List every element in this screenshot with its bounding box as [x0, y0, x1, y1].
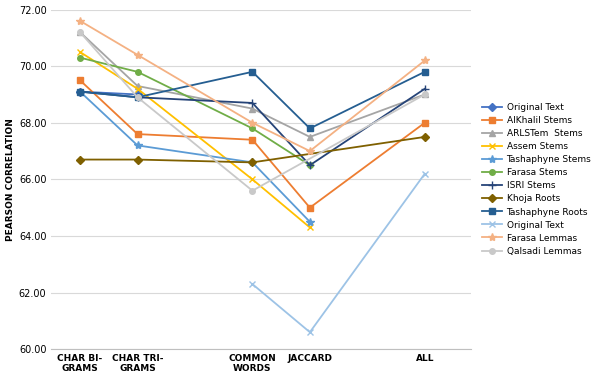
Farasa Lemmas [249, 121, 256, 125]
ARLSTem  Stems [421, 92, 428, 97]
Y-axis label: PEARSON CORRELATION: PEARSON CORRELATION [5, 118, 14, 241]
Farasa Lemmas [76, 19, 83, 23]
Farasa Stems [249, 126, 256, 131]
Assem Stems [134, 86, 141, 91]
Qalsadi Lemmas [249, 188, 256, 193]
Farasa Stems [134, 70, 141, 74]
Original Text [421, 171, 428, 176]
Tashaphyne Roots [134, 95, 141, 100]
AlKhalil Stems [134, 132, 141, 136]
Line: Tashaphyne Roots: Tashaphyne Roots [77, 69, 428, 131]
Line: ARLSTem  Stems: ARLSTem Stems [77, 29, 428, 140]
Farasa Lemmas [134, 53, 141, 57]
Original Text [134, 92, 141, 97]
Line: Tashaphyne Stems: Tashaphyne Stems [76, 88, 314, 226]
Khoja Roots [249, 160, 256, 164]
Assem Stems [76, 50, 83, 54]
AlKhalil Stems [306, 205, 313, 210]
ISRI Stems [249, 101, 256, 105]
Line: Original Text: Original Text [77, 89, 140, 97]
ISRI Stems [76, 89, 83, 94]
Tashaphyne Stems [249, 160, 256, 164]
Line: Original Text: Original Text [249, 170, 428, 336]
ISRI Stems [134, 95, 141, 100]
ISRI Stems [306, 163, 313, 168]
Line: Farasa Stems: Farasa Stems [77, 55, 313, 168]
Original Text [249, 282, 256, 287]
Farasa Stems [76, 55, 83, 60]
Tashaphyne Stems [306, 219, 313, 224]
Line: Farasa Lemmas: Farasa Lemmas [76, 17, 429, 155]
ARLSTem  Stems [249, 106, 256, 111]
Assem Stems [249, 177, 256, 182]
AlKhalil Stems [76, 78, 83, 83]
Line: Khoja Roots: Khoja Roots [77, 134, 428, 165]
ARLSTem  Stems [306, 135, 313, 139]
Line: ISRI Stems: ISRI Stems [76, 85, 429, 169]
Khoja Roots [76, 157, 83, 162]
Farasa Stems [306, 163, 313, 168]
Qalsadi Lemmas [134, 95, 141, 100]
Original Text [306, 330, 313, 335]
Tashaphyne Roots [421, 70, 428, 74]
Tashaphyne Roots [306, 126, 313, 131]
Farasa Lemmas [306, 149, 313, 153]
Line: Assem Stems: Assem Stems [77, 49, 313, 231]
ISRI Stems [421, 86, 428, 91]
Assem Stems [306, 225, 313, 230]
ARLSTem  Stems [134, 84, 141, 88]
Farasa Lemmas [421, 58, 428, 63]
AlKhalil Stems [421, 121, 428, 125]
Line: Qalsadi Lemmas: Qalsadi Lemmas [77, 30, 428, 193]
AlKhalil Stems [249, 138, 256, 142]
Qalsadi Lemmas [76, 30, 83, 34]
Tashaphyne Stems [76, 89, 83, 94]
Line: AlKhalil Stems: AlKhalil Stems [77, 78, 428, 210]
Khoja Roots [421, 135, 428, 139]
Tashaphyne Roots [76, 89, 83, 94]
Tashaphyne Roots [249, 70, 256, 74]
Legend: Original Text, AlKhalil Stems, ARLSTem  Stems, Assem Stems, Tashaphyne Stems, Fa: Original Text, AlKhalil Stems, ARLSTem S… [479, 100, 594, 258]
Original Text [76, 89, 83, 94]
Tashaphyne Stems [134, 143, 141, 148]
Khoja Roots [134, 157, 141, 162]
ARLSTem  Stems [76, 30, 83, 34]
Qalsadi Lemmas [421, 92, 428, 97]
